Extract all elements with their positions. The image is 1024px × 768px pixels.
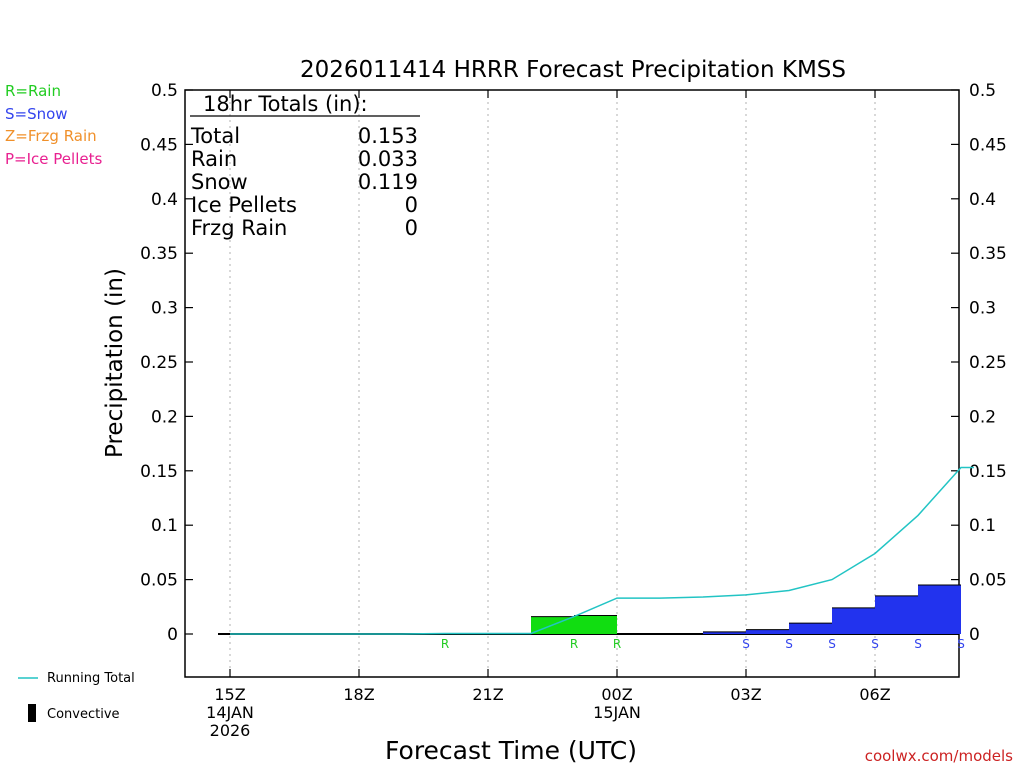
y-tick-label-left: 0.35: [140, 244, 178, 264]
y-tick-label-right: 0.1: [969, 516, 996, 536]
y-tick-label-right: 0.15: [969, 462, 1007, 482]
x-tick-label: 15Z: [214, 685, 245, 704]
y-tick-label-right: 0.45: [969, 135, 1007, 155]
precip-bar: [875, 595, 918, 634]
y-tick-label-left: 0.4: [151, 190, 178, 210]
convective-legend-label: Convective: [47, 707, 120, 722]
x-tick-label: 14JAN: [206, 703, 254, 722]
y-tick-label-right: 0: [969, 625, 980, 645]
totals-value-ice-pellets: 0: [405, 193, 418, 217]
y-tick-label-right: 0.2: [969, 407, 996, 427]
running-total-legend-label: Running Total: [47, 671, 135, 686]
totals-value-snow: 0.119: [358, 170, 418, 194]
y-tick-label-left: 0.2: [151, 407, 178, 427]
x-tick-label: 21Z: [472, 685, 503, 704]
y-tick-label-right: 0.4: [969, 190, 996, 210]
precip-type-label: S: [914, 637, 922, 651]
y-tick-label-left: 0.05: [140, 571, 178, 591]
convective-legend-swatch: [28, 704, 36, 722]
precip-bar: [703, 631, 746, 634]
x-tick-label: 06Z: [859, 685, 890, 704]
plot-frame: [184, 89, 960, 678]
precip-bar: [574, 615, 617, 634]
totals-label-ice-pellets: Ice Pellets: [191, 193, 297, 217]
y-axis-left: 0 0.05 0.1 0.15 0.2 0.25 0.3 0.35 0.4 0.45 0.5: [140, 81, 193, 645]
precip-type-label: S: [957, 637, 965, 651]
precip-bar: [746, 629, 789, 634]
precip-type-label: S: [785, 637, 793, 651]
totals-label-rain: Rain: [191, 147, 237, 171]
totals-label-snow: Snow: [191, 170, 248, 194]
precip-type-label: S: [742, 637, 750, 651]
series-legend: Running Total Convective: [18, 671, 135, 722]
totals-label-frzg-rain: Frzg Rain: [191, 216, 287, 240]
y-tick-label-left: 0: [167, 625, 178, 645]
y-tick-label-left: 0.15: [140, 462, 178, 482]
precip-bars: [531, 584, 961, 634]
y-tick-label-left: 0.25: [140, 353, 178, 373]
totals-value-frzg-rain: 0: [405, 216, 418, 240]
precip-type-label: S: [871, 637, 879, 651]
legend-item-frzg-rain: Z=Frzg Rain: [5, 127, 97, 145]
precip-type-label: R: [613, 637, 621, 651]
y-tick-label-right: 0.35: [969, 244, 1007, 264]
totals-value-rain: 0.033: [358, 147, 418, 171]
x-tick-label: 2026: [210, 721, 251, 740]
legend-item-snow: S=Snow: [5, 105, 68, 123]
y-tick-label-right: 0.05: [969, 571, 1007, 591]
totals-box: 18hr Totals (in): Total 0.153 Rain 0.033…: [190, 92, 420, 240]
precip-type-legend: R=Rain S=Snow Z=Frzg Rain P=Ice Pellets: [5, 82, 102, 168]
x-tick-label: 00Z: [601, 685, 632, 704]
y-tick-label-left: 0.45: [140, 135, 178, 155]
x-tick-label: 18Z: [343, 685, 374, 704]
precip-bar: [918, 585, 961, 634]
chart-title: 2026011414 HRRR Forecast Precipitation K…: [300, 57, 846, 83]
legend-item-ice-pellets: P=Ice Pellets: [5, 150, 102, 168]
x-tick-label: 03Z: [730, 685, 761, 704]
credit-text: coolwx.com/models: [865, 747, 1013, 765]
precip-type-label: S: [828, 637, 836, 651]
precip-type-label: R: [441, 637, 449, 651]
precip-type-label: R: [570, 637, 578, 651]
y-axis-label: Precipitation (in): [102, 268, 128, 458]
y-tick-label-right: 0.3: [969, 299, 996, 319]
x-tick-label: 15JAN: [593, 703, 641, 722]
totals-header: 18hr Totals (in):: [203, 92, 368, 116]
x-axis-label: Forecast Time (UTC): [385, 736, 637, 765]
y-tick-label-left: 0.3: [151, 299, 178, 319]
totals-value-total: 0.153: [358, 124, 418, 148]
y-axis-right: 0 0.05 0.1 0.15 0.2 0.25 0.3 0.35 0.4 0.45 0.5: [951, 81, 1007, 645]
running-total-line: [230, 466, 974, 635]
legend-item-rain: R=Rain: [5, 82, 61, 100]
y-tick-label-right: 0.5: [969, 81, 996, 101]
grid-lines: [229, 90, 876, 677]
totals-label-total: Total: [190, 124, 240, 148]
precip-bar: [789, 623, 832, 634]
y-tick-label-right: 0.25: [969, 353, 1007, 373]
y-tick-label-left: 0.1: [151, 516, 178, 536]
precip-bar: [832, 607, 875, 634]
y-tick-label-left: 0.5: [151, 81, 178, 101]
